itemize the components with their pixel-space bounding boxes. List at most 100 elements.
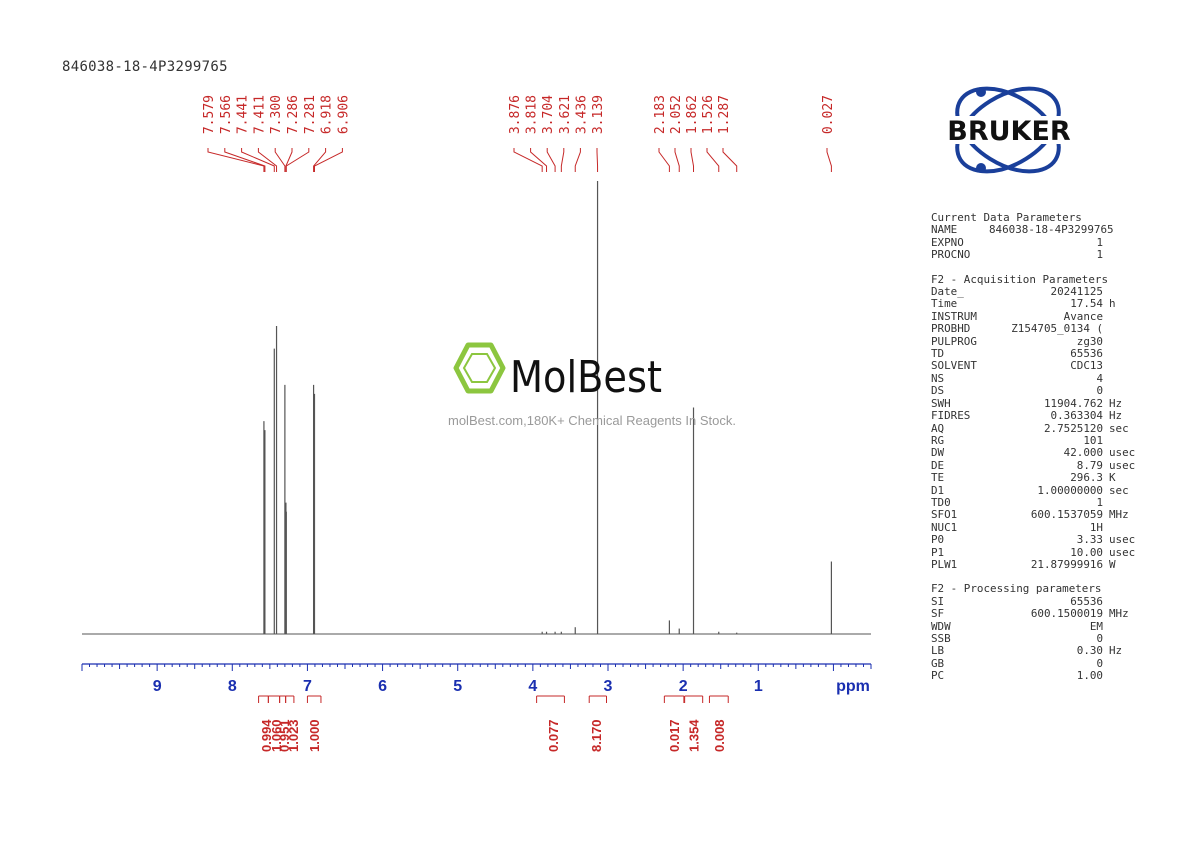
peak-label-leader xyxy=(274,148,286,172)
param-row: EXPNO 1 xyxy=(931,235,1143,249)
param-unit: K xyxy=(1109,471,1116,485)
param-value: 1 xyxy=(1096,235,1103,249)
param-name: AQ xyxy=(931,421,945,435)
param-row: TD 65536 xyxy=(931,347,1143,360)
peak-label: 2.183 xyxy=(653,95,668,134)
x-tick-label: 4 xyxy=(528,678,537,695)
bruker-logo: BRUKER xyxy=(923,86,1095,174)
peak-label: 7.566 xyxy=(219,95,234,134)
peak-label: 1.287 xyxy=(717,95,732,134)
peak-label: 7.300 xyxy=(269,95,284,134)
peak-label-leader xyxy=(674,148,680,172)
integral-value: 1.060 xyxy=(269,719,284,752)
param-name: RG xyxy=(931,433,945,447)
param-value: Z154705_0134 ( xyxy=(1011,322,1103,336)
peak-label: 3.139 xyxy=(591,95,606,134)
x-tick-label: 2 xyxy=(679,678,688,695)
peak-label: 3.621 xyxy=(558,95,573,134)
param-unit xyxy=(1103,311,1109,323)
param-row: SWH 11904.762 Hz xyxy=(931,396,1143,410)
param-unit: Hz xyxy=(1109,396,1123,410)
param-name: PROCNO xyxy=(931,248,971,262)
param-unit: usec xyxy=(1109,458,1136,472)
param-value: 0 xyxy=(1096,384,1103,398)
processing-params-title: F2 - Processing parameters xyxy=(931,582,1102,596)
peak-label-leader xyxy=(313,148,327,172)
param-unit xyxy=(1103,336,1109,348)
param-row: PROCNO 1 xyxy=(931,248,1143,262)
peak-label: 7.286 xyxy=(286,95,301,134)
param-row: NS 4 xyxy=(931,371,1143,385)
peak-label-leader xyxy=(285,148,293,172)
param-value: 8.79 xyxy=(1076,458,1103,472)
param-name: PC xyxy=(931,669,945,683)
param-value: 296.3 xyxy=(1070,471,1103,485)
param-value: 10.00 xyxy=(1070,545,1103,559)
param-name: FIDRES xyxy=(931,409,971,423)
param-value: 65536 xyxy=(1070,594,1103,608)
param-unit: Hz xyxy=(1109,644,1123,658)
integral-value: 1.354 xyxy=(687,719,702,752)
param-value: EM xyxy=(1089,619,1103,633)
param-name: PULPROG xyxy=(931,334,977,348)
param-unit xyxy=(1103,621,1109,633)
parameters-panel: Current Data Parameters NAME 846038-18-4P… xyxy=(931,211,1143,683)
peak-label-leader xyxy=(241,148,275,172)
param-row: PC 1.00 xyxy=(931,669,1143,683)
peak-label: 3.704 xyxy=(541,95,556,134)
param-row: SFO1 600.1537059 MHz xyxy=(931,508,1143,521)
peak-label: 6.906 xyxy=(336,95,351,134)
spectrum-title: 846038-18-4P3299765 xyxy=(62,59,228,75)
peak-label-leader xyxy=(257,148,278,172)
param-row: DS 0 xyxy=(931,384,1143,398)
x-axis-label: ppm xyxy=(836,678,870,695)
param-value: 11904.762 xyxy=(1043,396,1103,410)
integral-value: 0.017 xyxy=(667,719,682,752)
param-name: LB xyxy=(931,644,945,658)
param-name: PROBHD xyxy=(931,322,971,336)
peak-label: 1.862 xyxy=(685,95,700,134)
param-name: NAME xyxy=(931,223,958,237)
param-value: 1 xyxy=(1096,495,1103,509)
peak-label: 3.876 xyxy=(508,95,523,134)
x-tick-label: 9 xyxy=(153,678,162,695)
param-unit xyxy=(1103,348,1109,360)
param-name: DW xyxy=(931,446,945,460)
param-name: DS xyxy=(931,384,945,398)
param-unit: usec xyxy=(1109,545,1136,559)
peak-label-leader xyxy=(560,148,565,172)
param-unit xyxy=(1103,323,1109,335)
param-name: Time xyxy=(931,297,958,311)
param-value: 4 xyxy=(1096,371,1103,385)
peak-label-leader xyxy=(722,148,738,172)
param-name: GB xyxy=(931,656,945,670)
param-row: TD0 1 xyxy=(931,495,1143,509)
param-name: D1 xyxy=(931,483,945,497)
param-row: SI 65536 xyxy=(931,594,1143,608)
integral-value: 1.023 xyxy=(286,719,301,752)
param-row: DW 42.000 usec xyxy=(931,446,1143,460)
param-unit: usec xyxy=(1109,533,1136,547)
param-row: NAME 846038-18-4P3299765 xyxy=(931,223,1143,237)
param-row: DE 8.79 usec xyxy=(931,458,1143,472)
param-unit xyxy=(1103,373,1109,385)
peak-label-leader xyxy=(546,148,556,172)
param-row: WDW EM xyxy=(931,619,1143,633)
param-value: CDC13 xyxy=(1070,359,1103,373)
peak-label: 2.052 xyxy=(669,95,684,134)
peak-label-leader xyxy=(224,148,266,172)
param-row: SF 600.1500019 MHz xyxy=(931,607,1143,620)
param-row: Date_ 20241125 xyxy=(931,285,1143,298)
peak-label-leader xyxy=(285,148,310,172)
orbit-dot-icon xyxy=(976,87,986,97)
molbest-watermark: MolBest xyxy=(453,342,662,403)
peak-label-leader xyxy=(690,148,695,172)
param-unit: sec xyxy=(1109,421,1129,435)
param-value: 42.000 xyxy=(1063,446,1103,460)
watermark-tagline: molBest.com,180K+ Chemical Reagents In S… xyxy=(448,413,736,428)
param-name: INSTRUM xyxy=(931,309,977,323)
param-value: 0 xyxy=(1096,632,1103,645)
param-name: SSB xyxy=(931,632,951,645)
param-row: P0 3.33 usec xyxy=(931,533,1143,547)
